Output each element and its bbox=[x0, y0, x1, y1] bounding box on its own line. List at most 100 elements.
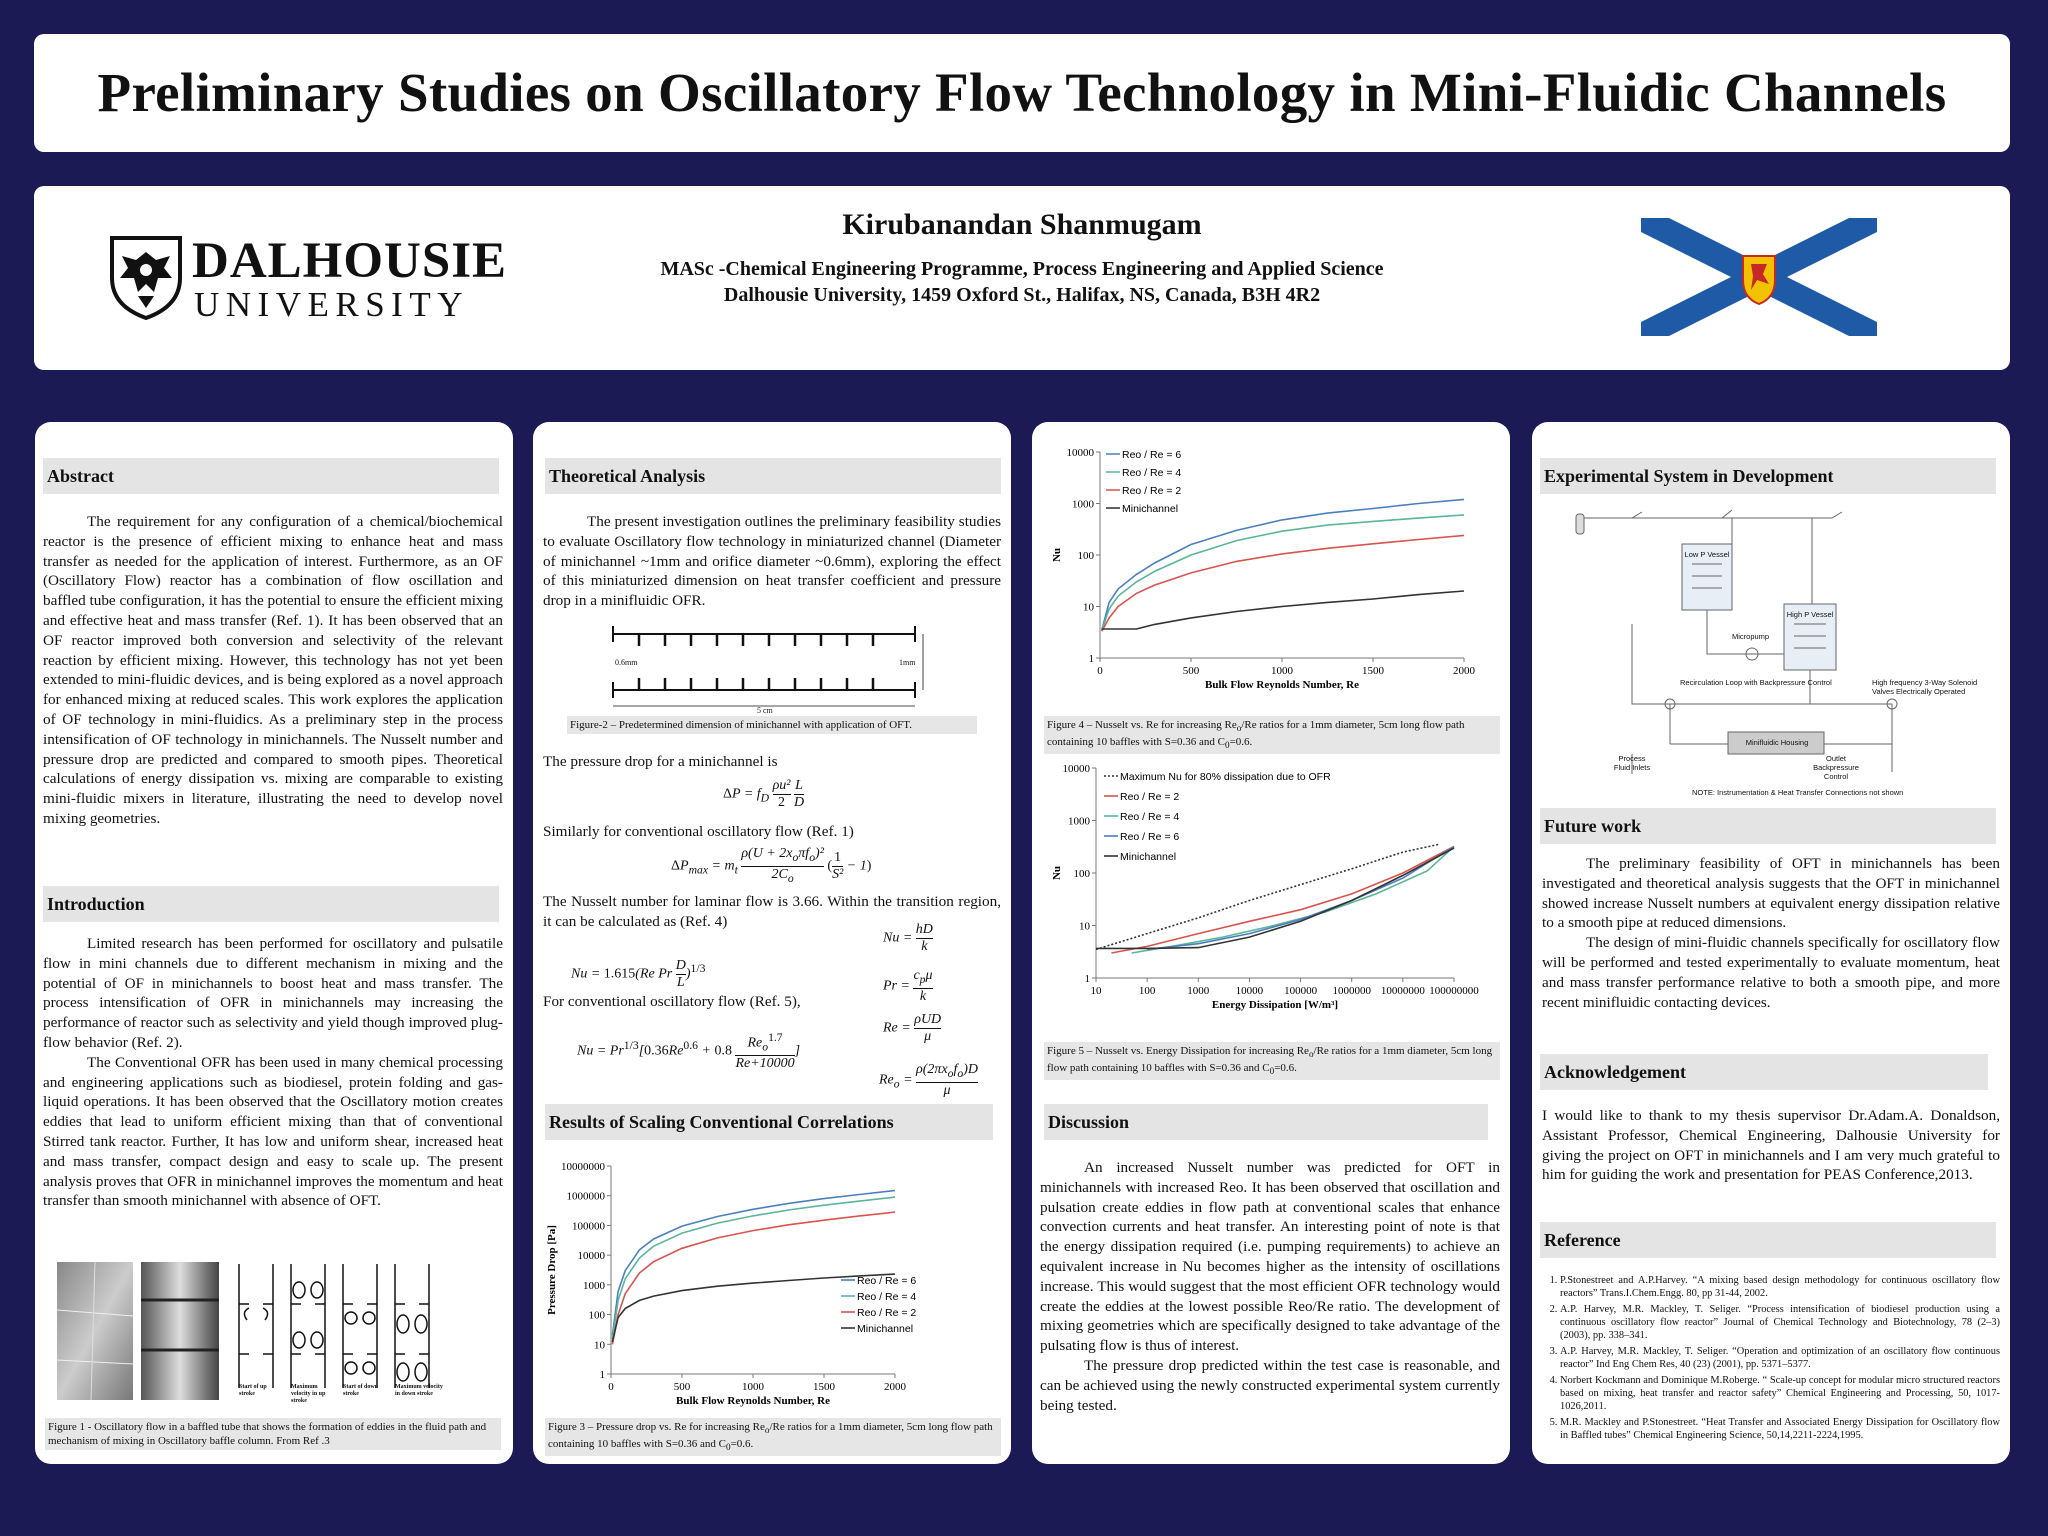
future-paragraph-1: The preliminary feasibility of OFT in mi… bbox=[1542, 855, 2000, 932]
x-axis-title: Bulk Flow Reynolds Number, Re bbox=[676, 1395, 830, 1407]
y-tick-label: 1000 bbox=[1072, 499, 1095, 511]
discussion-paragraph-1: An increased Nusselt number was predicte… bbox=[1040, 1159, 1500, 1355]
figure-5-chart: 10 100 1000 10000 100000 1000000 10000000 10000… bbox=[1040, 758, 1510, 1038]
x-tick-label: 1000 bbox=[1271, 665, 1294, 677]
x-tick-label: 500 bbox=[1183, 665, 1200, 677]
fig2-right-label: 1mm bbox=[899, 658, 916, 667]
figure-5-caption: Figure 5 – Nusselt vs. Energy Dissipatio… bbox=[1044, 1042, 1500, 1081]
x-axis-title: Energy Dissipation [W/m³] bbox=[1212, 999, 1338, 1011]
outlet-backpressure-label: Outlet Backpressure Control bbox=[1813, 754, 1859, 781]
oscillatory-text: Similarly for conventional oscillatory f… bbox=[543, 823, 854, 840]
future-paragraph-2: The design of mini-fluidic channels spec… bbox=[1542, 934, 2000, 1011]
series-line-0 bbox=[1095, 843, 1439, 951]
series-line-1 bbox=[611, 1196, 896, 1340]
intro-paragraph-1: Limited research has been performed for … bbox=[43, 935, 503, 1051]
figure-1-image: Start of up stroke Maximum velocity in u… bbox=[55, 1260, 503, 1430]
x-tick-label: 100 bbox=[1139, 985, 1156, 997]
x-tick-label: 1000 bbox=[742, 1381, 765, 1393]
fig1-label-3: Start of down stroke bbox=[343, 1384, 379, 1397]
x-tick-label: 100000 bbox=[1284, 985, 1318, 997]
acknowledgement-heading: Acknowledgement bbox=[1540, 1054, 1988, 1090]
fig1-label-1: Start of up stroke bbox=[239, 1384, 267, 1397]
series-line-2 bbox=[1101, 534, 1465, 632]
column-4: Experimental System in Development bbox=[1532, 422, 2010, 1464]
x-tick-label: 2000 bbox=[884, 1381, 907, 1393]
figure-4-caption: Figure 4 – Nusselt vs. Re for increasing… bbox=[1044, 716, 1500, 755]
discussion-paragraph-2: The pressure drop predicted within the t… bbox=[1040, 1356, 1500, 1414]
y-tick-label: 100 bbox=[1078, 550, 1095, 562]
x-axis-title: Bulk Flow Reynolds Number, Re bbox=[1205, 679, 1359, 691]
reference-list: P.Stonestreet and A.P.Harvey. “A mixing … bbox=[1540, 1274, 2000, 1445]
abstract-body: The requirement for any configuration of… bbox=[43, 512, 503, 829]
series-line-1 bbox=[1111, 845, 1455, 954]
x-tick-label: 1000 bbox=[1187, 985, 1210, 997]
theory-paragraph: The present investigation outlines the p… bbox=[543, 513, 1001, 610]
x-tick-label: 1500 bbox=[813, 1381, 836, 1393]
experimental-diagram: Low P Vessel High P Vessel Micropump Rec… bbox=[1572, 504, 1992, 804]
legend-label-2: Reo / Re = 4 bbox=[1120, 811, 1179, 823]
x-tick-label: 10000000 bbox=[1381, 985, 1426, 997]
high-p-vessel-label: High P Vessel bbox=[1786, 610, 1834, 619]
future-work-body: The preliminary feasibility of OFT in mi… bbox=[1542, 854, 2000, 1012]
series-line-2 bbox=[1131, 845, 1455, 954]
fig2-left-label: 0.6mm bbox=[615, 658, 638, 667]
figure-2-caption: Figure-2 – Predetermined dimension of mi… bbox=[567, 716, 977, 734]
fig2-bottom-label: 5 cm bbox=[757, 706, 773, 715]
micropump-label: Micropump bbox=[1732, 632, 1770, 641]
introduction-heading: Introduction bbox=[43, 886, 499, 922]
pressure-drop-text: The pressure drop for a minichannel is bbox=[543, 753, 778, 770]
legend-label-1: Reo / Re = 2 bbox=[1120, 791, 1179, 803]
y-tick-label: 1000 bbox=[1068, 816, 1091, 828]
shield-icon bbox=[110, 236, 182, 320]
affiliation-line-2: Dalhousie University, 1459 Oxford St., H… bbox=[723, 284, 1321, 306]
equation-oscillatory-pressure-drop: ΔPmax = mt ρ(U + 2xoπfo)² 2Co (1 S² − 1) bbox=[671, 846, 872, 885]
acknowledgement-body: I would like to thank to my thesis super… bbox=[1542, 1107, 2000, 1184]
theory-body: The present investigation outlines the p… bbox=[543, 512, 1001, 611]
diagram-note: NOTE: Instrumentation & Heat Transfer Co… bbox=[1692, 788, 1904, 797]
legend-label-1: Reo / Re = 4 bbox=[857, 1291, 916, 1303]
series-line-3 bbox=[611, 1273, 896, 1343]
legend-label-3: Minichannel bbox=[1122, 503, 1178, 515]
minifluidic-housing-label: Minifluidic Housing bbox=[1745, 738, 1809, 747]
reference-item: M.R. Mackley and P.Stonestreet. “Heat Tr… bbox=[1560, 1416, 2000, 1442]
series-line-1 bbox=[1101, 514, 1465, 631]
y-tick-label: 100 bbox=[589, 1310, 606, 1322]
series-line-4 bbox=[1096, 847, 1455, 950]
legend-label-0: Reo / Re = 6 bbox=[857, 1275, 916, 1287]
series-line-3 bbox=[1147, 845, 1455, 951]
y-tick-label: 1 bbox=[600, 1369, 606, 1381]
y-tick-label: 10000 bbox=[578, 1250, 606, 1262]
figure-3-chart: 0 500 1000 1500 2000 1 10 100 1000 10000 100000 100… bbox=[541, 1146, 1011, 1416]
dalhousie-logo: DALHOUSIE UNIVERSITY bbox=[108, 232, 506, 324]
solenoid-valves-label: High frequency 3-Way Solenoid Valves Ele… bbox=[1872, 678, 1978, 696]
figure-2-channel-diagram bbox=[612, 626, 924, 707]
x-tick-label: 100000000 bbox=[1429, 985, 1479, 997]
y-tick-label: 10 bbox=[1083, 602, 1095, 614]
y-axis-title: Pressure Drop [Pa] bbox=[546, 1225, 558, 1315]
equation-oscillatory-reynolds: Reo = ρ(2πxofo)D μ bbox=[879, 1062, 978, 1098]
x-tick-label: 10000 bbox=[1236, 985, 1264, 997]
series-line-3 bbox=[1101, 590, 1465, 630]
fig1-label-2: Maximum velocity in up stroke bbox=[291, 1384, 326, 1404]
reference-item: P.Stonestreet and A.P.Harvey. “A mixing … bbox=[1560, 1274, 2000, 1300]
discussion-heading: Discussion bbox=[1044, 1104, 1488, 1140]
legend-label-1: Reo / Re = 4 bbox=[1122, 467, 1181, 479]
y-tick-label: 10000 bbox=[1067, 447, 1095, 459]
fig1-label-4: Maximum velocity in down stroke bbox=[395, 1384, 443, 1397]
abstract-heading: Abstract bbox=[43, 458, 499, 494]
figure-1-caption: Figure 1 - Oscillatory flow in a baffled… bbox=[45, 1418, 501, 1450]
legend-label-3: Minichannel bbox=[857, 1323, 913, 1335]
legend-label-0: Maximum Nu for 80% dissipation due to OF… bbox=[1120, 771, 1331, 783]
y-tick-label: 1 bbox=[1089, 653, 1095, 665]
x-tick-label: 1500 bbox=[1362, 665, 1385, 677]
intro-paragraph-2: The Conventional OFR has been used in ma… bbox=[43, 1053, 503, 1210]
poster-title: Preliminary Studies on Oscillatory Flow … bbox=[97, 62, 1947, 123]
y-tick-label: 100 bbox=[1074, 868, 1091, 880]
nusselt-text: The Nusselt number for laminar flow is 3… bbox=[543, 893, 1001, 930]
author-banner: DALHOUSIE UNIVERSITY Kirubanandan Shanmu… bbox=[34, 186, 2010, 370]
x-tick-label: 0 bbox=[608, 1381, 614, 1393]
recirculation-label: Recirculation Loop with Backpressure Con… bbox=[1680, 678, 1832, 687]
abstract-text: The requirement for any configuration of… bbox=[43, 513, 503, 827]
x-tick-label: 0 bbox=[1097, 665, 1103, 677]
discussion-body: An increased Nusselt number was predicte… bbox=[1040, 1158, 1500, 1415]
